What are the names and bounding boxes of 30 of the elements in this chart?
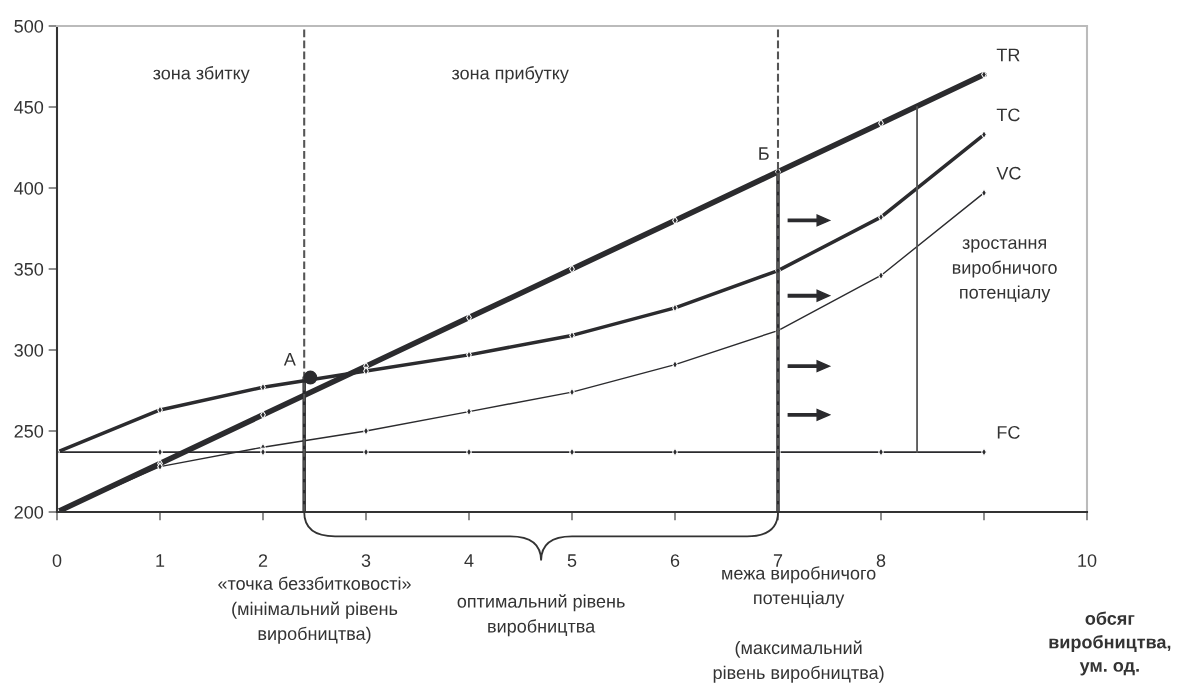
y-tick-label: 250 (14, 424, 44, 438)
x-tick-label: 1 (156, 554, 165, 567)
y-tick-label: 500 (14, 19, 44, 33)
y-tick-label: 200 (14, 505, 44, 519)
x-axis-title: обсяг виробництва, ум. од. (1049, 611, 1171, 676)
annotation: зона збитку (153, 66, 250, 84)
x-tick-label: 7 (773, 554, 783, 567)
x-tick-label: 0 (52, 554, 62, 567)
text: «точка беззбитковості» (мінімальний рівень виробництва) (218, 576, 411, 644)
series-label: VC (996, 166, 1021, 180)
annotation: зона прибутку (451, 66, 569, 84)
series-label: TR (996, 48, 1020, 62)
x-tick-label: 2 (258, 554, 268, 567)
text: межа виробничого потенціалу (максимальний рівень виробництва) (713, 566, 884, 683)
annotation: Б (759, 147, 769, 160)
y-tick-label: 300 (14, 343, 44, 357)
annotation: зростання виробничого потенціалу (952, 239, 1057, 303)
x-tick-label: 4 (464, 554, 474, 567)
x-tick-label: 10 (1078, 554, 1097, 567)
x-tick-label: 5 (567, 554, 577, 567)
x-tick-label: 6 (670, 554, 680, 567)
series-label: FC (997, 425, 1020, 439)
series-label: TC (996, 108, 1020, 122)
y-tick-label: 450 (14, 100, 44, 114)
annotation: А (283, 353, 296, 366)
y-tick-label: 400 (14, 181, 44, 195)
x-tick-label: 8 (876, 554, 886, 567)
y-tick-label: 350 (14, 262, 44, 276)
text: оптимальний рівень виробництва (457, 594, 625, 637)
x-tick-label: 3 (361, 554, 371, 567)
